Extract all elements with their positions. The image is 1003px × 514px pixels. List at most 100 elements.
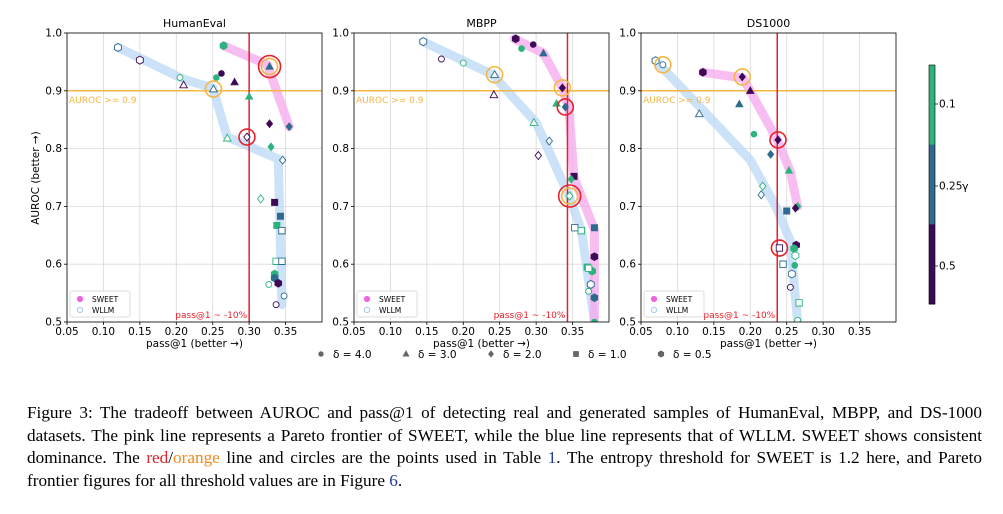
y-tick-label: 0.7 bbox=[332, 201, 349, 213]
wllm-point bbox=[586, 279, 595, 289]
y-tick-label: 0.8 bbox=[619, 143, 636, 155]
y-tick-label: 1.0 bbox=[45, 28, 62, 40]
y-tick-label: 0.9 bbox=[332, 85, 349, 97]
sweet-point bbox=[276, 212, 284, 220]
panel-title: MBPP bbox=[466, 17, 497, 30]
y-tick-label: 1.0 bbox=[619, 28, 636, 40]
caption-part3: . The entropy threshold for SWEET is 1.2… bbox=[27, 448, 982, 490]
panel-title: DS1000 bbox=[747, 17, 790, 30]
sweet-point bbox=[767, 149, 775, 159]
auroc-threshold-label: AUROC >= 0.9 bbox=[69, 96, 137, 106]
caption-table-ref[interactable]: 1 bbox=[547, 448, 557, 467]
delta-legend-label: δ = 3.0 bbox=[418, 349, 457, 361]
y-tick-label: 0.7 bbox=[619, 201, 636, 213]
y-tick-label: 0.6 bbox=[45, 259, 62, 271]
highlight-ring-red bbox=[556, 98, 575, 116]
x-tick-label: 0.25 bbox=[201, 326, 224, 338]
x-tick-label: 0.30 bbox=[237, 326, 260, 338]
delta-legend-marker bbox=[318, 351, 324, 357]
highlight-ring-orange bbox=[204, 80, 223, 98]
wllm-point bbox=[437, 55, 445, 63]
sweet-point bbox=[271, 198, 279, 206]
x-tick-label: 0.35 bbox=[561, 326, 584, 338]
wllm-point bbox=[787, 269, 796, 279]
wllm-point bbox=[490, 69, 500, 78]
legend-sweet-marker bbox=[650, 295, 658, 303]
highlight-ring-red bbox=[770, 239, 789, 257]
wllm-point bbox=[176, 74, 184, 81]
legend-box bbox=[356, 290, 418, 318]
x-tick-label: 0.30 bbox=[524, 326, 547, 338]
x-tick-label: 0.10 bbox=[379, 326, 402, 338]
sweet-point bbox=[784, 165, 794, 174]
wllm-point bbox=[565, 191, 574, 201]
y-tick-label: 0.9 bbox=[619, 85, 636, 97]
legend-wllm-label: WLLM bbox=[666, 306, 688, 315]
plot-area bbox=[67, 33, 322, 322]
plot-area bbox=[354, 33, 609, 322]
sweet-point bbox=[219, 41, 228, 51]
legend-wllm-marker bbox=[76, 306, 84, 314]
wllm-point bbox=[775, 244, 784, 252]
delta-legend-label: δ = 2.0 bbox=[503, 349, 542, 361]
sweet-frontier-line bbox=[509, 34, 599, 322]
legend-sweet-label: SWEET bbox=[379, 295, 406, 304]
highlight-ring-orange bbox=[260, 57, 279, 76]
x-axis-label: pass@1 (better →) bbox=[146, 338, 243, 350]
sweet-point bbox=[590, 293, 599, 303]
sweet-point bbox=[591, 318, 598, 322]
wllm-point bbox=[489, 89, 499, 99]
sweet-point bbox=[244, 91, 254, 100]
caption-red-word: red bbox=[146, 448, 169, 467]
legend-sweet-marker bbox=[363, 295, 371, 303]
auroc-threshold-label: AUROC >= 0.9 bbox=[643, 96, 711, 106]
sweet-point bbox=[738, 72, 746, 82]
x-tick-label: 0.10 bbox=[92, 326, 115, 338]
legend-sweet-label: SWEET bbox=[92, 295, 119, 304]
panel-title: HumanEval bbox=[163, 17, 226, 30]
wllm-point bbox=[534, 150, 543, 161]
wllm-point bbox=[584, 264, 593, 272]
sweet-point bbox=[265, 61, 274, 70]
y-tick-label: 0.6 bbox=[332, 259, 349, 271]
caption-figure-ref[interactable]: 6 bbox=[389, 470, 398, 490]
legend-wllm-marker bbox=[650, 306, 658, 314]
x-tick-label: 0.10 bbox=[666, 326, 689, 338]
wllm-point bbox=[585, 287, 593, 295]
wllm-point bbox=[257, 194, 265, 204]
legend-sweet-label: SWEET bbox=[666, 295, 693, 304]
wllm-point bbox=[459, 59, 467, 67]
sweet-point bbox=[745, 86, 755, 94]
wllm-point bbox=[694, 108, 704, 118]
x-tick-label: 0.05 bbox=[55, 326, 78, 338]
y-tick-label: 0.5 bbox=[619, 317, 636, 329]
y-tick-label: 0.9 bbox=[45, 85, 62, 97]
x-axis-label: pass@1 (better →) bbox=[720, 338, 817, 350]
y-tick-label: 1.0 bbox=[332, 28, 349, 40]
sweet-point bbox=[218, 70, 225, 77]
highlight-ring-orange bbox=[553, 79, 572, 97]
wllm-point bbox=[791, 251, 800, 261]
delta-legend-label: δ = 4.0 bbox=[333, 349, 372, 361]
delta-legend-marker bbox=[402, 350, 410, 357]
pass-threshold-label: pass@1 ~ -10% bbox=[703, 311, 775, 321]
sweet-point bbox=[529, 41, 537, 48]
colorbar-segment bbox=[929, 65, 935, 146]
sweet-point bbox=[539, 48, 548, 57]
wllm-point bbox=[278, 155, 287, 165]
wllm-point bbox=[243, 132, 251, 142]
x-tick-label: 0.20 bbox=[452, 326, 475, 338]
delta-legend-label: δ = 0.5 bbox=[673, 349, 712, 361]
pass-threshold-label: pass@1 ~ -10% bbox=[175, 311, 247, 321]
wllm-point bbox=[280, 292, 288, 300]
colorbar-frame bbox=[928, 64, 936, 305]
x-tick-label: 0.05 bbox=[342, 326, 365, 338]
caption-orange-word: orange bbox=[173, 448, 220, 467]
highlight-ring-orange bbox=[654, 55, 672, 74]
highlight-ring-red bbox=[557, 184, 582, 208]
chart-panel-2: 0.05 0.10 0.15 0.20 0.25 0.30 0.35 0.5 0.6 0.7 0.8… bbox=[619, 17, 897, 350]
x-tick-label: 0.20 bbox=[739, 326, 762, 338]
legend-wllm-label: WLLM bbox=[379, 306, 401, 315]
sweet-point bbox=[567, 174, 575, 184]
delta-legend-label: δ = 1.0 bbox=[588, 349, 627, 361]
